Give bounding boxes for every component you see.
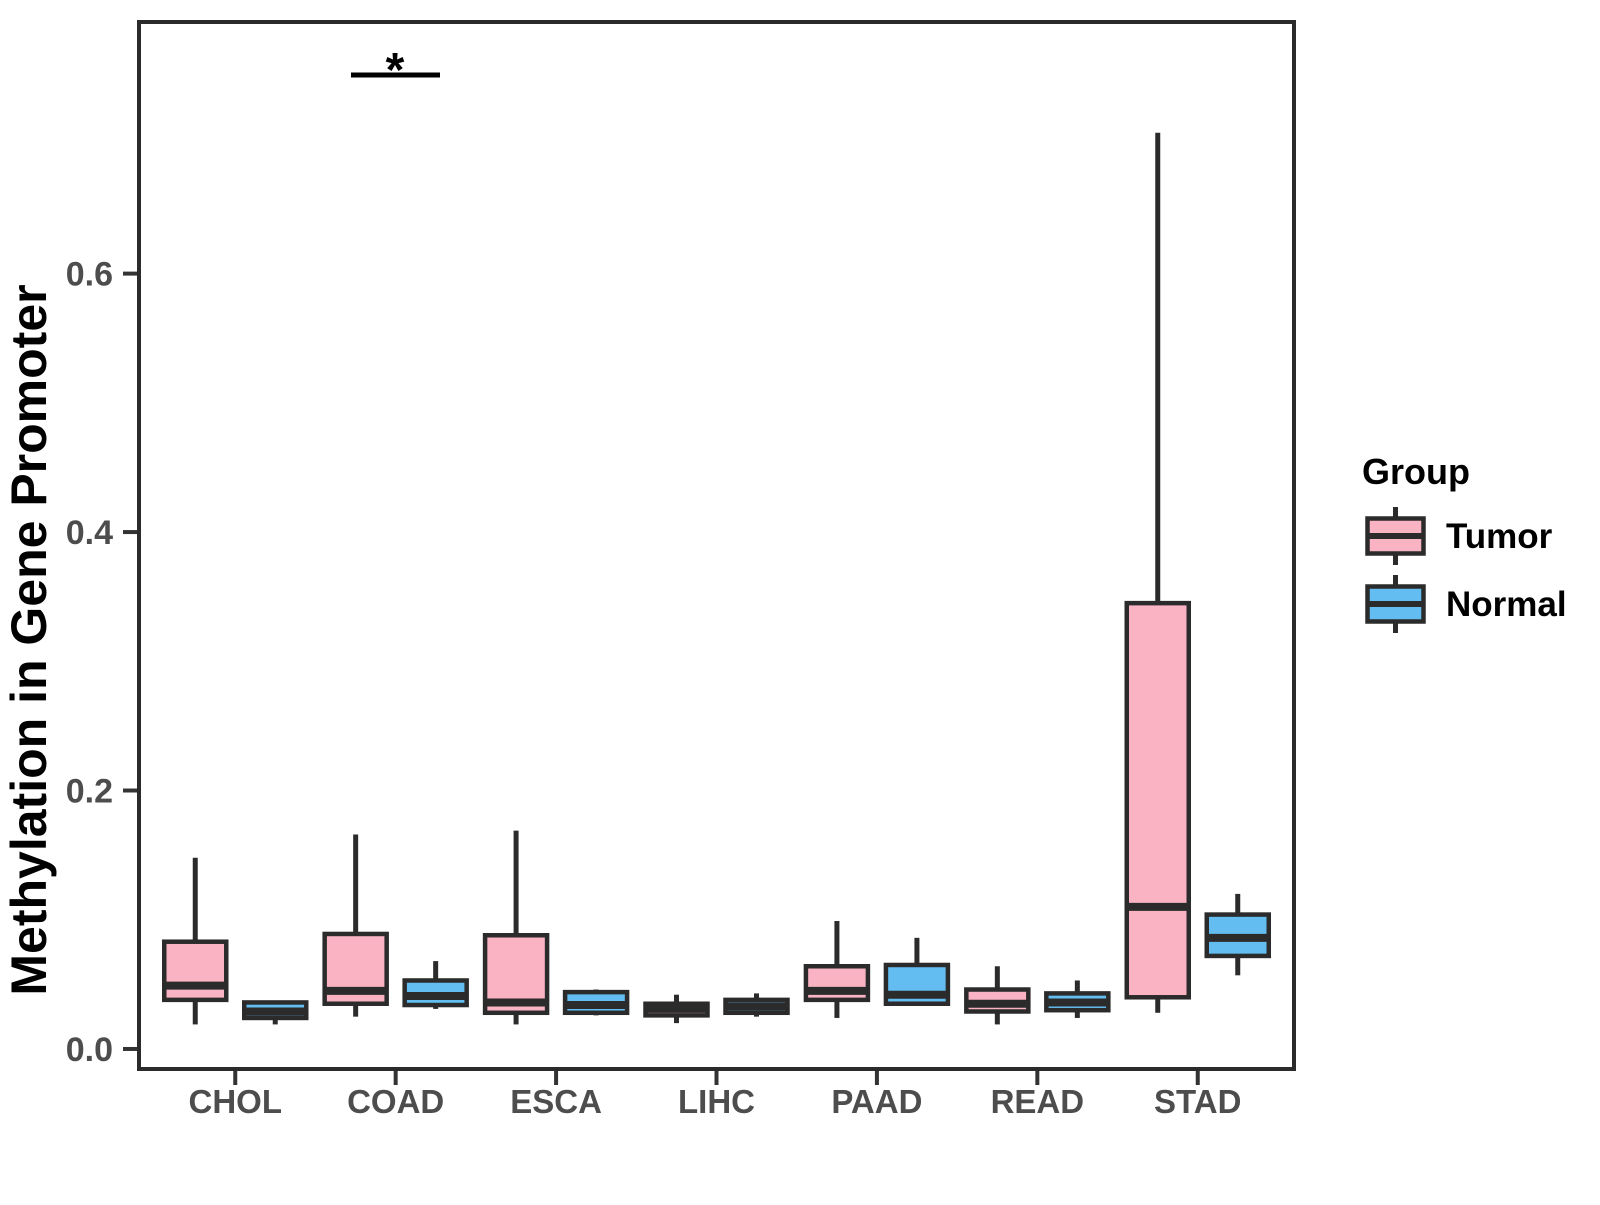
boxplot-normal-read (1044, 980, 1111, 1018)
x-tick-label-lihc: LIHC (678, 1083, 755, 1120)
y-tick-label: 0.6 (66, 256, 113, 294)
boxplot-normal-lihc (723, 993, 790, 1017)
x-tick-label-paad: PAAD (831, 1083, 922, 1120)
iqr-box (162, 939, 229, 1003)
boxplot-tumor-esca (482, 830, 550, 1025)
boxplot-tumor-coad (322, 834, 389, 1017)
y-axis: 0.0 0.2 0.4 0.6 (66, 256, 137, 1069)
x-tick-label-read: READ (991, 1083, 1085, 1120)
y-tick-label: 0.4 (66, 514, 113, 552)
boxplot-tumor-read (964, 966, 1031, 1025)
legend: Group Tumor Normal (1362, 451, 1567, 633)
panel-border (137, 20, 1296, 1071)
significance-star: * (386, 44, 405, 97)
legend-label-normal: Normal (1446, 585, 1567, 624)
legend-title: Group (1362, 451, 1470, 492)
iqr-box (1124, 600, 1191, 1000)
boxplots (162, 132, 1271, 1025)
x-tick-label-stad: STAD (1154, 1083, 1241, 1120)
boxplot-tumor-chol (162, 857, 229, 1025)
iqr-box (803, 964, 871, 1003)
boxplot-normal-chol (242, 1000, 309, 1025)
boxplot-normal-coad (402, 961, 469, 1009)
boxplot-tumor-paad (803, 921, 871, 1018)
boxplot-tumor-stad (1124, 132, 1191, 1013)
x-tick-label-coad: COAD (347, 1083, 444, 1120)
x-tick-label-esca: ESCA (510, 1083, 602, 1120)
boxplot-normal-paad (883, 937, 951, 1006)
y-tick-label: 0.0 (66, 1031, 113, 1069)
y-tick-label: 0.2 (66, 773, 113, 811)
y-axis-title: Methylation in Gene Promoter (1, 284, 57, 995)
x-axis: CHOL COAD ESCA LIHC PAAD READ STAD (189, 1071, 1241, 1120)
boxplot-tumor-lihc (643, 994, 710, 1024)
boxplot-normal-stad (1204, 893, 1271, 976)
legend-boxplot-glyph-tumor (1365, 507, 1426, 565)
legend-boxplot-glyph-normal (1365, 575, 1426, 633)
x-tick-label-chol: CHOL (189, 1083, 283, 1120)
significance-annotation: * (351, 44, 440, 97)
boxplot-normal-esca (562, 989, 630, 1016)
legend-label-tumor: Tumor (1446, 517, 1553, 556)
